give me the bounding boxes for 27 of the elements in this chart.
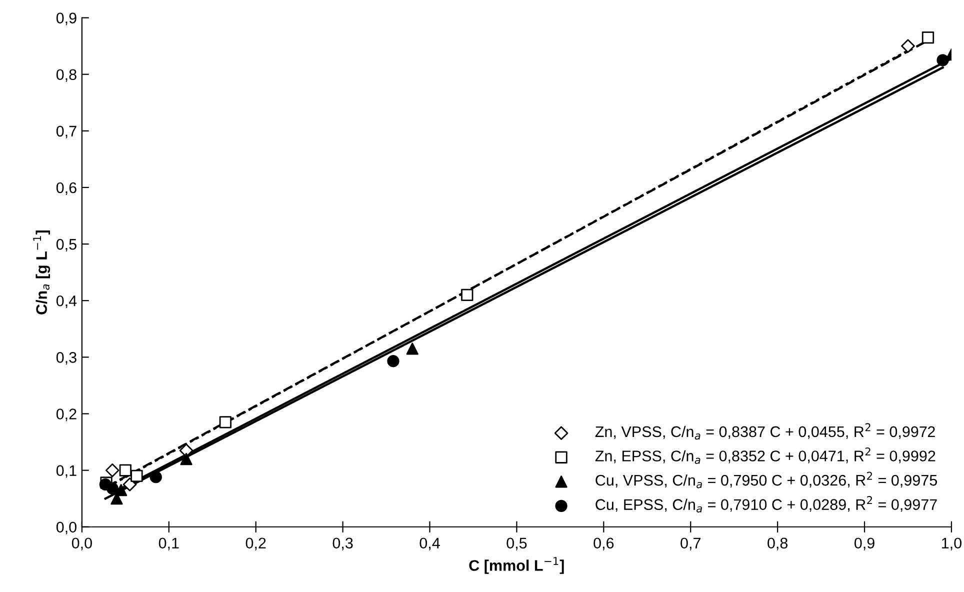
y-tick-label: 0,1 <box>56 465 76 478</box>
y-tick-label: 0,0 <box>56 522 76 534</box>
x-tick-label: 0,9 <box>854 538 874 550</box>
x-tick-label: 0,8 <box>768 538 788 550</box>
x-tick-label: 0,3 <box>332 538 353 550</box>
y-tick-label: 0,7 <box>56 126 76 138</box>
y-axis-title: C/n$_{a}$ [g L$^{−1}$] <box>33 230 50 314</box>
legend-label: Zn, EPSS, C/n$_{a}$ = 0,8352 C + 0,0471, R$^{2}$ = 0,9992 <box>595 447 936 464</box>
legend-label: Cu, EPSS, C/n$_{a}$ = 0,7910 C + 0,0289, R$^{2}$ = 0,9977 <box>596 496 937 512</box>
y-tick-label: 0,6 <box>56 182 76 195</box>
x-tick-label: 0,6 <box>594 538 614 550</box>
x-tick-label: 0,7 <box>680 538 700 550</box>
x-tick-label: 1,0 <box>942 538 962 550</box>
x-tick-label: 0,4 <box>420 538 440 550</box>
y-tick-label: 0,8 <box>56 69 76 82</box>
x-tick-label: 0,5 <box>506 538 527 550</box>
y-tick-label: 0,3 <box>56 352 76 365</box>
y-tick-label: 0,5 <box>56 238 76 252</box>
x-axis-title: C [mmol L$^{−1}$] <box>469 557 564 574</box>
y-tick-label: 0,4 <box>56 295 77 308</box>
x-tick-label: 0,1 <box>158 538 179 550</box>
x-tick-label: 0,0 <box>72 538 92 550</box>
x-tick-label: 0,2 <box>246 538 266 550</box>
y-tick-label: 0,9 <box>56 12 76 26</box>
legend-label: Zn, VPSS, C/n$_{a}$ = 0,8387 C + 0,0455, R$^{2}$ = 0,9972 <box>595 423 935 440</box>
y-tick-label: 0,2 <box>56 408 76 422</box>
legend-label: Cu, VPSS, C/n$_{a}$ = 0,7950 C + 0,0326, R$^{2}$ = 0,9975 <box>596 472 937 488</box>
